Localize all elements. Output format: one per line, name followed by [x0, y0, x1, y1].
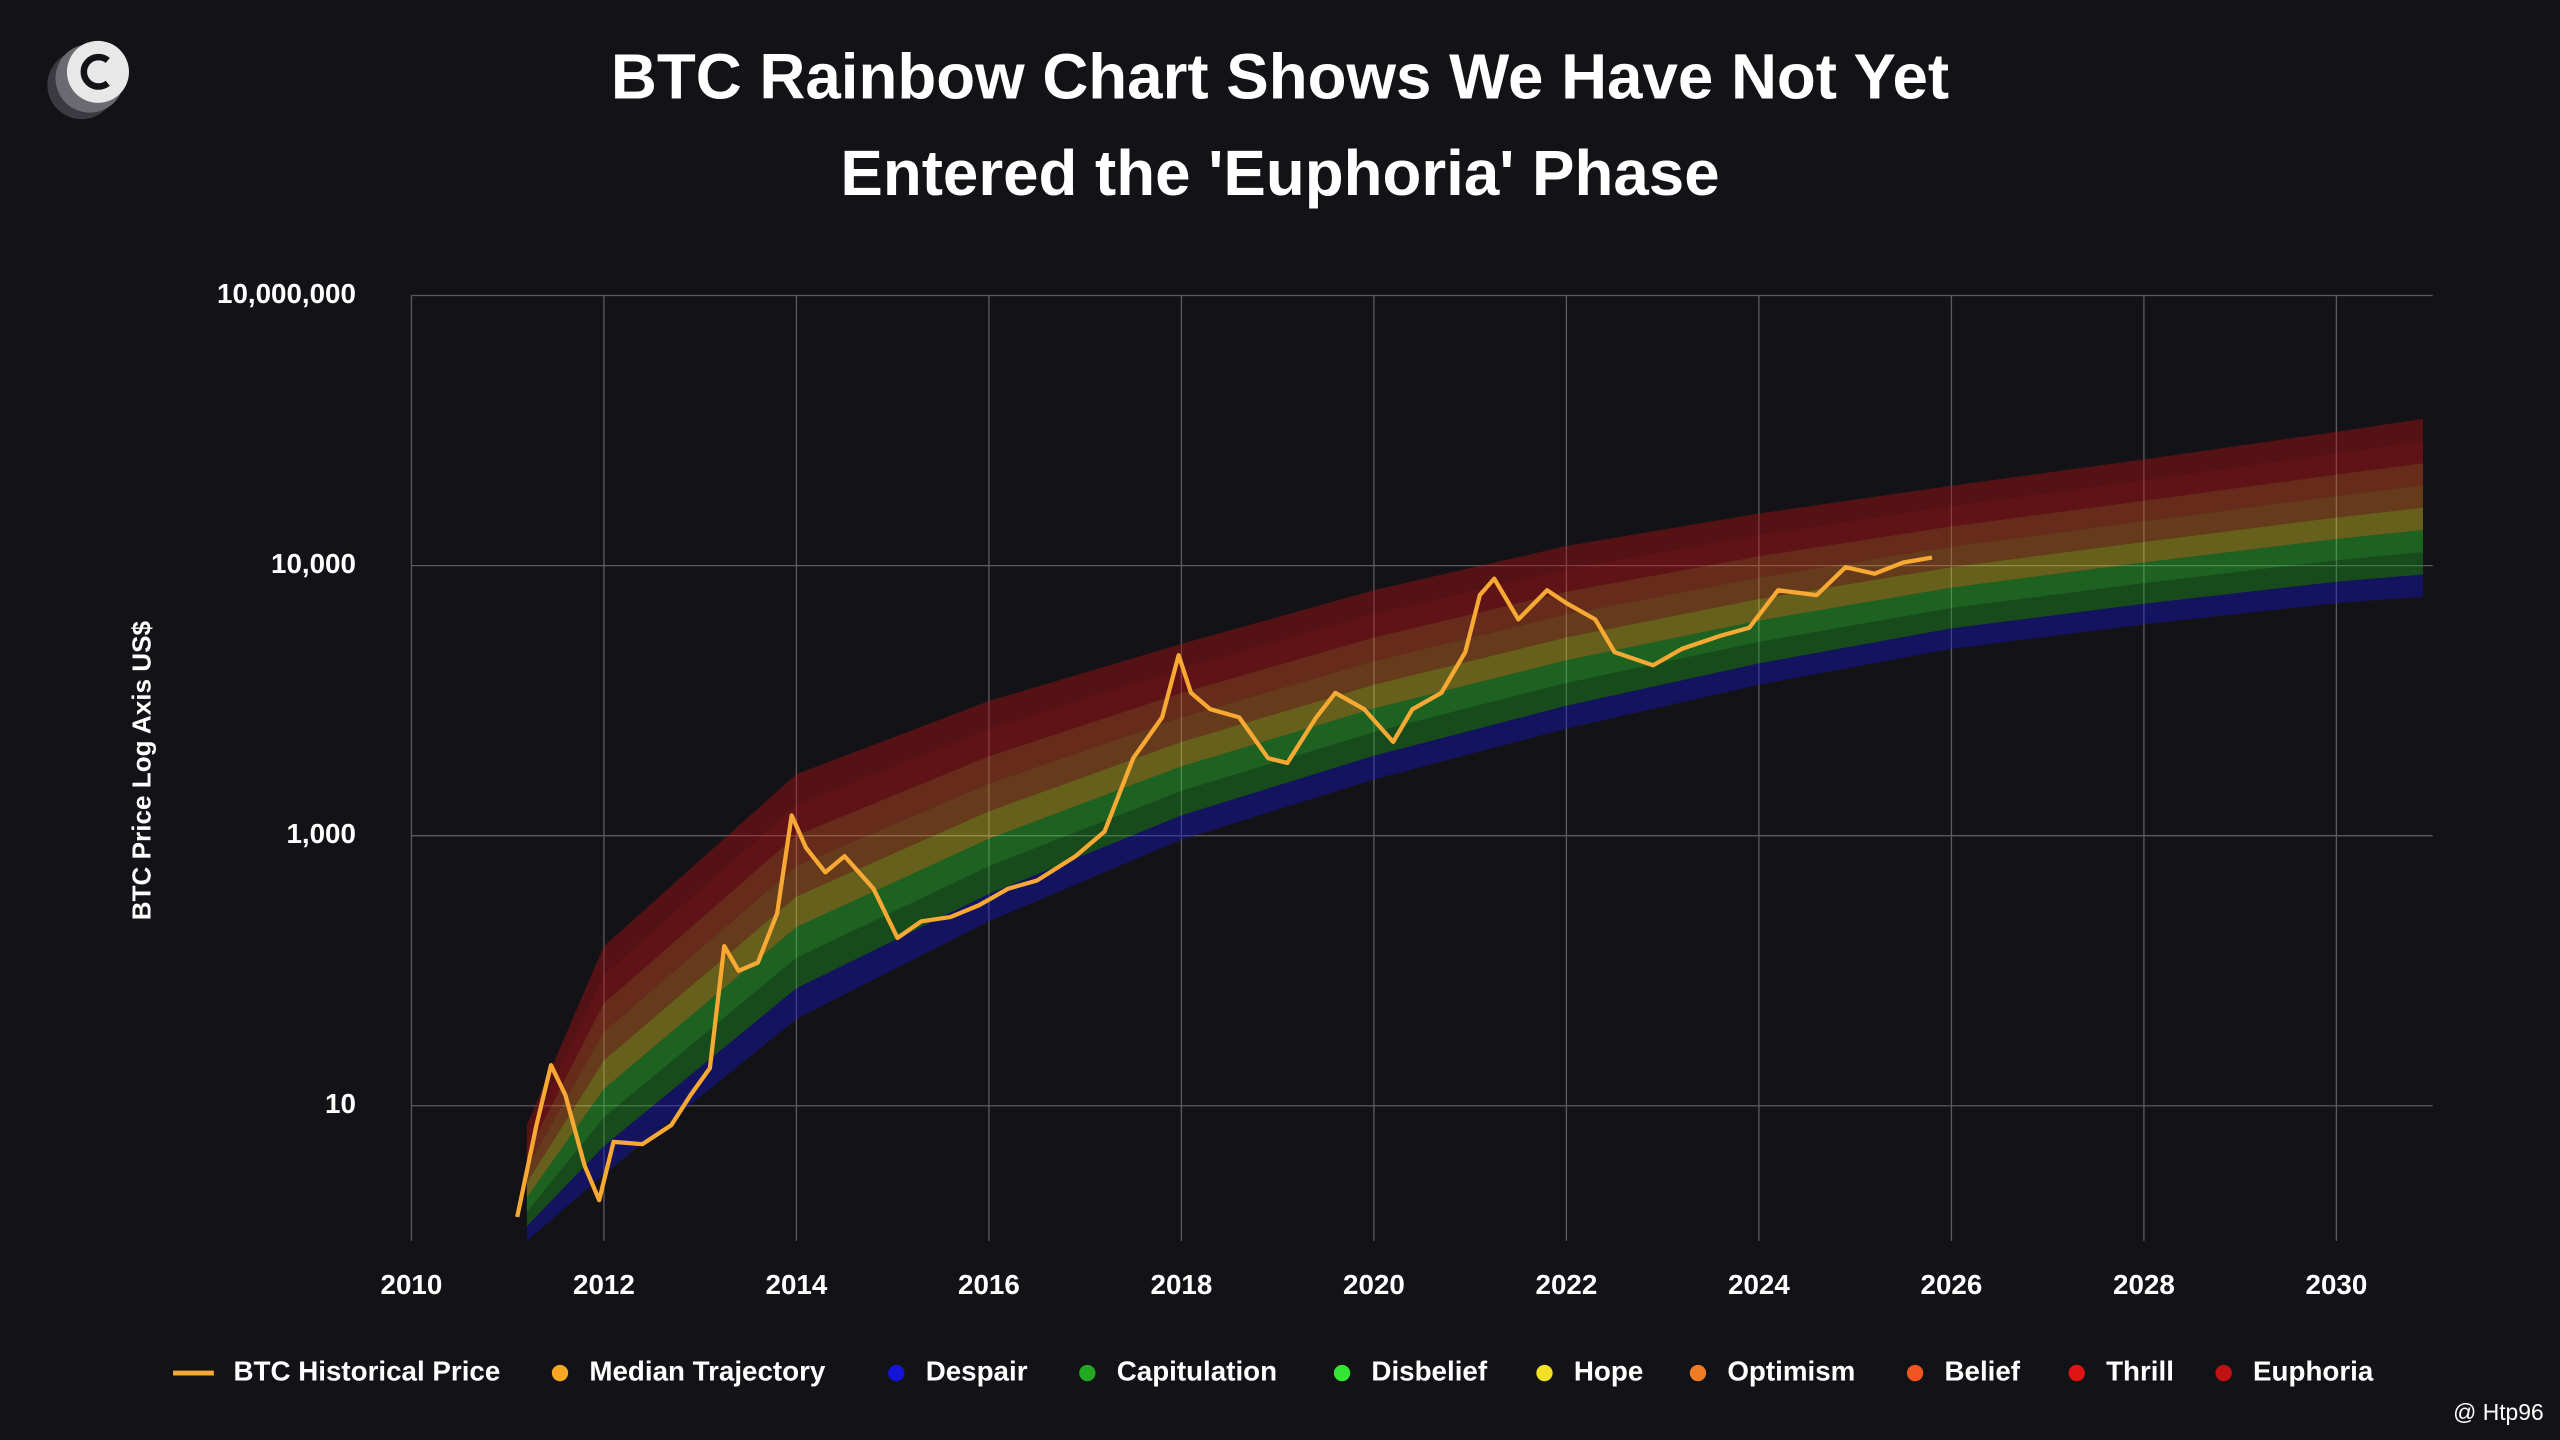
legend-dot	[1906, 1364, 1924, 1382]
x-tick-label: 2016	[958, 1269, 1020, 1300]
rainbow-band	[526, 463, 2424, 1169]
legend-dot	[2068, 1364, 2085, 1382]
legend-dot	[1536, 1364, 1553, 1382]
legend-label: Capitulation	[1117, 1355, 1277, 1386]
legend-dot	[1689, 1364, 1707, 1382]
legend-dot	[551, 1364, 569, 1382]
x-tick-label: 2024	[1728, 1269, 1790, 1300]
chart-title: BTC Rainbow Chart Shows We Have Not Yet	[611, 41, 1949, 112]
legend-label: Euphoria	[2253, 1355, 2374, 1386]
rainbow-band	[526, 507, 2424, 1198]
x-tick-label: 2026	[1921, 1269, 1983, 1300]
x-tick-label: 2018	[1151, 1269, 1213, 1300]
x-tick-label: 2028	[2113, 1269, 2175, 1300]
x-tick-label: 2020	[1343, 1269, 1405, 1300]
y-tick-label: 10,000	[271, 548, 356, 579]
legend-dot	[1079, 1364, 1096, 1382]
legend-label: Despair	[926, 1355, 1028, 1386]
y-tick-label: 1,000	[286, 818, 355, 849]
x-tick-label: 2010	[381, 1269, 443, 1300]
y-tick-label: 10,000,000	[217, 278, 356, 309]
x-tick-label: 2014	[766, 1269, 828, 1300]
legend-label: Thrill	[2106, 1355, 2174, 1386]
y-axis-label: BTC Price Log Axis US$	[127, 620, 157, 920]
credit: @ Htp96	[2453, 1399, 2544, 1425]
price-line	[515, 555, 1933, 1218]
legend-label: Hope	[1574, 1355, 1643, 1386]
legend-dot	[2215, 1364, 2232, 1382]
plot-area	[515, 418, 2424, 1241]
rainbow-band	[526, 485, 2424, 1183]
legend-label: Median Trajectory	[589, 1355, 826, 1386]
legend-dot	[1333, 1364, 1351, 1382]
logo	[47, 40, 129, 120]
y-tick-label: 10	[325, 1088, 356, 1119]
x-tick-label: 2022	[1536, 1269, 1598, 1300]
x-tick-label: 2030	[2306, 1269, 2368, 1300]
x-tick-label: 2012	[573, 1269, 635, 1300]
legend-label: Belief	[1944, 1355, 2020, 1386]
legend-label: Optimism	[1727, 1355, 1855, 1386]
chart-title: Entered the 'Euphoria' Phase	[840, 138, 1719, 209]
legend-label: Disbelief	[1371, 1355, 1487, 1386]
legend-label: BTC Historical Price	[233, 1355, 500, 1386]
legend-dot	[888, 1364, 905, 1382]
legend: BTC Historical Price Median Trajectory Des…	[173, 1355, 2374, 1386]
